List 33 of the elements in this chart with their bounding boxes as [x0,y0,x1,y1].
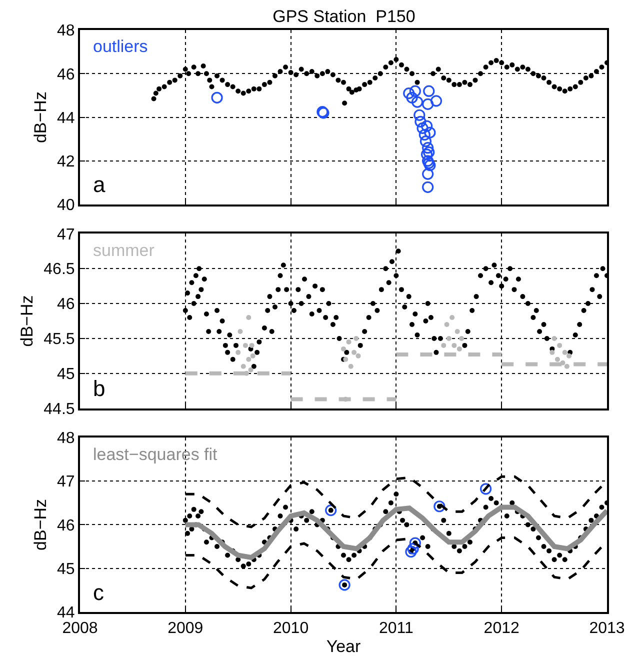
y-tick-label: 40 [57,197,75,214]
x-tick-label: 2011 [378,620,414,638]
annotation: b [93,376,106,401]
y-tick-label: 45 [57,560,75,578]
chart-title: GPS Station P150 [272,6,416,26]
text: outliers [93,37,148,56]
y-axis-title: dB−Hz [31,498,50,550]
y-axis-title: dB−Hz [18,295,37,347]
text: summer [93,241,155,260]
annotation: a [93,172,106,197]
y-tick-label: 46 [57,517,75,534]
text: least−squares fit [93,445,218,464]
y-tick-label: 44 [57,110,75,127]
y-tick-label: 47 [57,226,75,244]
y-tick-label: 45 [57,366,75,383]
y-tick-label: 45.5 [44,331,75,348]
y-tick-label: 47 [57,474,75,491]
x-tick-label: 2010 [273,620,309,638]
y-tick-label: 46.5 [44,261,75,278]
y-tick-label: 42 [57,154,75,171]
annotation: c [93,580,104,605]
y-tick-label: 48 [57,22,75,40]
x-tick-label: 2012 [484,620,520,638]
y-tick-label: 44 [57,604,75,622]
y-tick-label: 44.5 [44,400,75,418]
x-axis-title: Year [326,637,362,656]
x-tick-label: 2013 [589,620,625,638]
x-tick-label: 2008 [62,620,98,638]
y-tick-label: 46 [57,66,75,84]
y-tick-label: 48 [57,430,75,447]
x-tick-label: 2009 [168,620,204,638]
y-axis-title: dB−Hz [31,92,50,144]
y-tick-label: 46 [57,296,75,314]
